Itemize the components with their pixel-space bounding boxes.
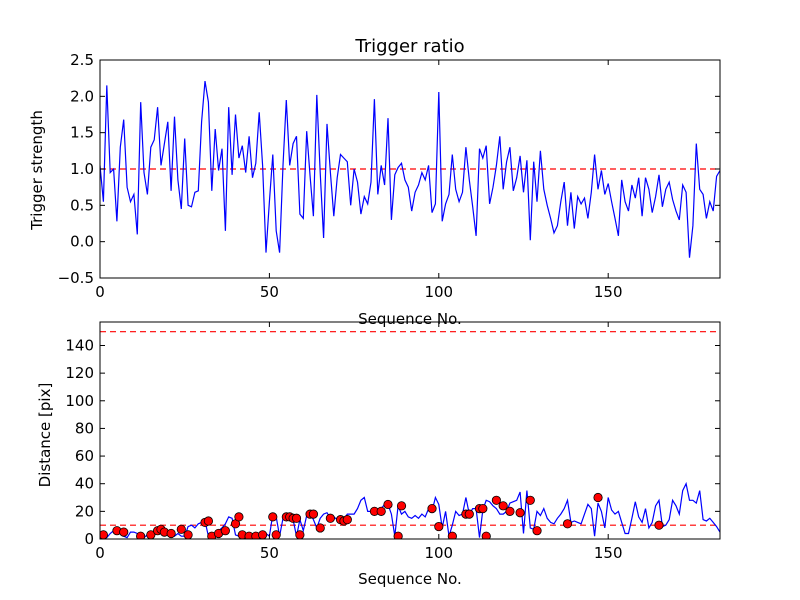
data-point xyxy=(478,503,488,514)
data-point xyxy=(396,501,407,511)
data-point xyxy=(308,509,319,519)
data-point xyxy=(505,506,515,516)
data-point xyxy=(376,506,386,516)
data-point xyxy=(258,530,268,539)
x-axis-label: Sequence No. xyxy=(358,570,462,588)
data-point xyxy=(271,530,281,539)
data-point xyxy=(562,519,573,529)
x-tick-label: 100 xyxy=(424,544,453,562)
data-point xyxy=(183,530,193,539)
data-point xyxy=(315,523,325,533)
chart-title: Trigger ratio xyxy=(354,36,464,57)
data-point xyxy=(146,530,156,539)
data-point xyxy=(654,520,664,530)
y-tick-label: 100 xyxy=(65,392,94,410)
plot-area: 0 50 100 150 0 20 40 60 80 100 120 140 xyxy=(65,321,721,562)
data-point xyxy=(532,526,542,536)
data-point xyxy=(491,495,501,505)
x-tick-label: 100 xyxy=(424,283,453,301)
x-tick-label: 0 xyxy=(95,283,105,301)
series-line xyxy=(100,81,720,258)
x-tick-label: 50 xyxy=(260,283,279,301)
data-point xyxy=(325,513,335,523)
y-tick-label: 40 xyxy=(75,475,94,493)
y-tick-label: 0 xyxy=(84,530,94,548)
data-point xyxy=(119,527,129,537)
data-point xyxy=(342,515,352,525)
data-point xyxy=(220,526,230,536)
data-layer xyxy=(100,81,720,258)
data-point xyxy=(427,503,437,514)
x-tick-label: 150 xyxy=(594,283,623,301)
y-tick-label: −0.5 xyxy=(58,269,94,287)
y-tick-label: 140 xyxy=(65,336,94,354)
data-point xyxy=(481,531,491,539)
data-layer xyxy=(100,331,720,539)
data-point xyxy=(234,512,244,522)
y-tick-label: 0.5 xyxy=(70,196,94,214)
data-point xyxy=(100,530,108,539)
y-tick-label: 80 xyxy=(75,419,94,437)
y-tick-label: 1.5 xyxy=(70,124,94,142)
y-tick-label: 120 xyxy=(65,364,94,382)
data-point xyxy=(434,521,444,532)
data-point xyxy=(393,531,403,539)
data-point xyxy=(203,516,214,526)
trigger-ratio-chart: Trigger ratio 0 50 100 150 −0.5 0.0 0.5 1.0 1.5 2… xyxy=(28,36,721,328)
x-tick-label: 0 xyxy=(95,544,105,562)
y-tick-label: 2.5 xyxy=(70,51,94,69)
data-point xyxy=(525,495,535,505)
data-point xyxy=(268,512,278,522)
x-tick-label: 50 xyxy=(260,544,279,562)
data-point xyxy=(515,508,525,518)
y-axis-label: Distance [pix] xyxy=(36,383,54,488)
data-point xyxy=(447,531,457,539)
data-point xyxy=(464,509,474,519)
data-point xyxy=(498,501,508,511)
plot-area: 0 50 100 150 −0.5 0.0 0.5 1.0 1.5 2.0 2.5 xyxy=(58,51,721,301)
y-axis-label: Trigger strength xyxy=(28,110,46,231)
x-axis-label: Sequence No. xyxy=(358,310,462,328)
data-point xyxy=(136,531,146,539)
data-point xyxy=(176,524,186,534)
y-tick-label: 20 xyxy=(75,502,94,520)
x-tick-label: 150 xyxy=(594,544,623,562)
data-point xyxy=(166,528,176,539)
y-tick-label: 1.0 xyxy=(70,160,94,178)
y-tick-label: 2.0 xyxy=(70,87,94,105)
data-point xyxy=(383,499,393,510)
y-tick-label: 0.0 xyxy=(70,233,94,251)
data-point xyxy=(295,530,305,539)
y-tick-label: 60 xyxy=(75,447,94,465)
data-point xyxy=(291,513,302,523)
plot-frame xyxy=(99,321,721,540)
distance-chart: 0 50 100 150 0 20 40 60 80 100 120 140 Sequence No.… xyxy=(36,321,721,588)
data-point xyxy=(593,492,603,503)
